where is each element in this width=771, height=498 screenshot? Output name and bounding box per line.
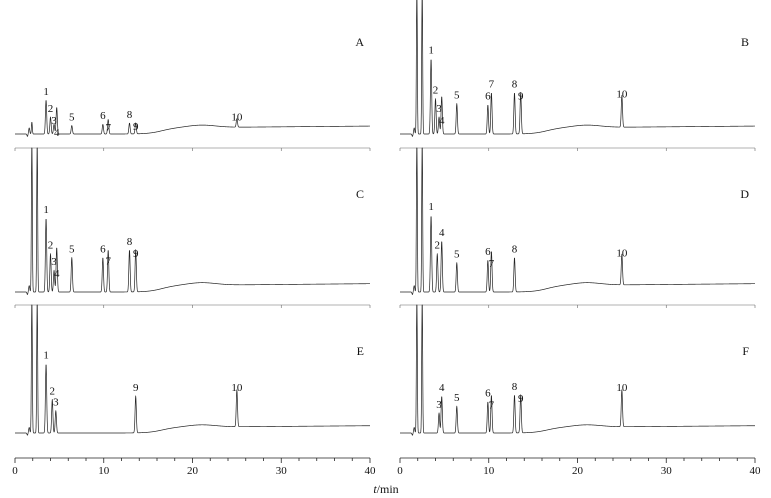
- peak-label-e-10: 10: [231, 382, 243, 394]
- peak-label-f-4: 4: [439, 382, 445, 394]
- trace-f: [399, 304, 756, 436]
- peak-label-a-6: 6: [100, 110, 106, 122]
- panel-letter-e: E: [357, 344, 364, 358]
- peak-label-b-5: 5: [454, 90, 460, 102]
- peak-label-b-6: 6: [485, 91, 491, 103]
- panel-letter-a: A: [355, 35, 364, 49]
- peak-label-b-4: 4: [439, 115, 445, 127]
- x-tick-label-e-20: 20: [187, 465, 199, 477]
- peak-label-f-10: 10: [616, 382, 628, 394]
- peak-label-f-5: 5: [454, 392, 460, 404]
- panel-f: F 3 45 67 89 10: [399, 304, 756, 436]
- trace-e: [14, 304, 371, 436]
- panel-letter-c: C: [356, 187, 364, 201]
- panel-c: C 1 2 34 5 67 89: [14, 147, 371, 308]
- peak-label-d-1: 1: [428, 201, 434, 213]
- panel-letter-b: B: [741, 35, 749, 49]
- peak-label-d-4: 4: [439, 227, 445, 239]
- axes-layer: 0 10 20 30 40 0 10 20 30 40: [12, 457, 762, 477]
- peak-label-c-9: 9: [133, 248, 139, 260]
- peak-label-a-2: 2: [48, 103, 54, 115]
- trace-b: [399, 0, 756, 137]
- x-axis-title-italic: t: [373, 482, 377, 496]
- trace-d: [399, 147, 756, 295]
- x-tick-label-e-0: 0: [12, 465, 18, 477]
- peak-label-a-8: 8: [127, 109, 133, 121]
- trace-a: [14, 100, 371, 137]
- x-tick-label-e-30: 30: [276, 465, 288, 477]
- peak-label-a-1: 1: [43, 86, 49, 98]
- peak-label-f-8: 8: [512, 381, 518, 393]
- x-tick-label-f-20: 20: [572, 465, 584, 477]
- panel-d: D 1 245 67 8 10: [399, 147, 756, 308]
- peak-label-d-8: 8: [512, 243, 518, 255]
- x-tick-label-f-10: 10: [483, 465, 495, 477]
- peak-label-a-3: 3: [51, 115, 57, 127]
- peak-label-b-9: 9: [518, 91, 524, 103]
- panel-b: B 1 2 34 5 67 89 10: [399, 0, 756, 151]
- peak-label-f-6: 6: [485, 388, 491, 400]
- peak-label-e-3: 3: [53, 397, 59, 409]
- x-axis-title-unit: /min: [377, 482, 399, 496]
- peak-label-f-9: 9: [518, 393, 524, 405]
- peak-label-e-9: 9: [133, 382, 139, 394]
- x-tick-label-f-30: 30: [661, 465, 673, 477]
- peak-label-f-3: 3: [436, 399, 442, 411]
- x-tick-label-f-0: 0: [397, 465, 403, 477]
- peak-label-c-7: 7: [105, 255, 111, 267]
- peak-label-f-7: 7: [489, 400, 495, 412]
- panel-e: E 1 23 9 10: [14, 304, 371, 436]
- peak-label-c-1: 1: [43, 204, 49, 216]
- panel-letter-d: D: [740, 187, 749, 201]
- peak-label-c-8: 8: [127, 236, 133, 248]
- x-tick-label-e-10: 10: [98, 465, 110, 477]
- peak-label-e-2: 2: [50, 385, 56, 397]
- trace-c: [14, 147, 371, 295]
- peak-label-b-1: 1: [428, 44, 434, 56]
- peak-label-d-6: 6: [485, 246, 491, 258]
- peak-label-d-5: 5: [454, 249, 460, 261]
- peak-label-b-3: 3: [436, 103, 442, 115]
- peak-label-c-5: 5: [69, 243, 75, 255]
- peak-label-d-10: 10: [616, 247, 628, 259]
- x-tick-label-f-40: 40: [750, 465, 762, 477]
- peak-label-b-8: 8: [512, 79, 518, 91]
- peak-label-b-10: 10: [616, 88, 628, 100]
- peak-label-a-7: 7: [105, 122, 111, 134]
- peak-label-b-2: 2: [433, 85, 439, 97]
- peak-label-a-9: 9: [133, 121, 139, 133]
- panel-letter-f: F: [742, 344, 749, 358]
- peak-label-a-5: 5: [69, 111, 75, 123]
- peak-label-c-6: 6: [100, 243, 106, 255]
- peak-label-a-10: 10: [231, 111, 243, 123]
- peak-label-c-4: 4: [54, 268, 60, 280]
- peak-label-e-1: 1: [43, 350, 49, 362]
- peak-label-c-3: 3: [51, 256, 57, 268]
- peak-label-d-2: 2: [435, 240, 441, 252]
- peak-label-a-4: 4: [54, 127, 60, 139]
- x-tick-label-e-40: 40: [365, 465, 377, 477]
- peak-label-d-7: 7: [489, 258, 495, 270]
- peak-label-c-2: 2: [48, 240, 54, 252]
- peak-label-b-7: 7: [489, 79, 495, 91]
- x-axis-title: t/min: [373, 482, 398, 496]
